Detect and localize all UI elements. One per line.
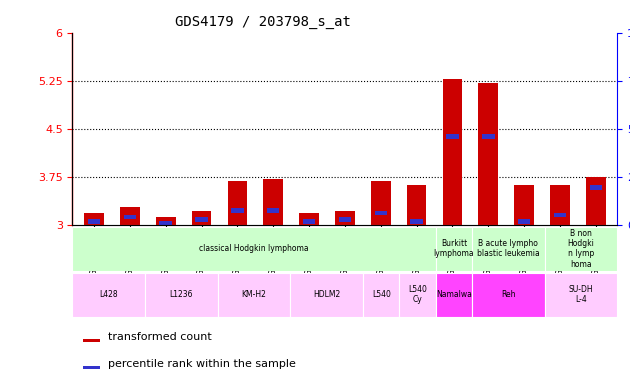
Text: B acute lympho
blastic leukemia: B acute lympho blastic leukemia bbox=[477, 239, 540, 258]
Bar bbox=[83, 366, 100, 369]
Text: transformed count: transformed count bbox=[108, 332, 212, 342]
Bar bbox=[335, 210, 355, 225]
Bar bbox=[472, 227, 545, 271]
Bar bbox=[263, 179, 283, 225]
Bar bbox=[231, 209, 244, 213]
Bar bbox=[120, 207, 140, 225]
Bar bbox=[290, 273, 363, 317]
Bar bbox=[545, 273, 617, 317]
Bar bbox=[478, 83, 498, 225]
Text: KM-H2: KM-H2 bbox=[242, 290, 266, 299]
Text: B non
Hodgki
n lymp
homa: B non Hodgki n lymp homa bbox=[568, 228, 595, 269]
Text: percentile rank within the sample: percentile rank within the sample bbox=[108, 359, 295, 369]
Bar bbox=[518, 219, 530, 224]
Bar bbox=[374, 211, 387, 215]
Bar bbox=[72, 273, 145, 317]
Text: Namalwa: Namalwa bbox=[436, 290, 472, 299]
Bar bbox=[371, 181, 391, 225]
Text: Reh: Reh bbox=[501, 290, 516, 299]
Bar bbox=[192, 210, 212, 225]
Bar bbox=[545, 227, 617, 271]
Bar bbox=[123, 215, 136, 219]
Bar bbox=[482, 134, 495, 139]
Bar bbox=[407, 185, 427, 225]
Bar bbox=[590, 185, 602, 190]
Bar bbox=[83, 339, 100, 342]
Title: GDS4179 / 203798_s_at: GDS4179 / 203798_s_at bbox=[175, 15, 351, 29]
Text: HDLM2: HDLM2 bbox=[313, 290, 340, 299]
Bar bbox=[218, 273, 290, 317]
Bar bbox=[339, 217, 351, 222]
Bar bbox=[446, 134, 459, 139]
Bar bbox=[72, 227, 436, 271]
Bar bbox=[410, 219, 423, 224]
Bar bbox=[227, 181, 247, 225]
Bar bbox=[156, 217, 176, 225]
Text: L540: L540 bbox=[372, 290, 391, 299]
Bar bbox=[84, 213, 104, 225]
Bar bbox=[267, 209, 280, 213]
Bar bbox=[472, 273, 545, 317]
Text: L540
Cy: L540 Cy bbox=[408, 285, 427, 305]
Bar bbox=[159, 221, 172, 226]
Bar bbox=[88, 219, 100, 224]
Bar bbox=[399, 273, 436, 317]
Bar bbox=[303, 219, 316, 224]
Bar bbox=[195, 217, 208, 222]
Bar bbox=[436, 273, 472, 317]
Bar bbox=[554, 213, 566, 217]
Bar bbox=[550, 185, 570, 225]
Text: classical Hodgkin lymphoma: classical Hodgkin lymphoma bbox=[199, 244, 309, 253]
Text: L428: L428 bbox=[100, 290, 118, 299]
Text: Burkitt
lymphoma: Burkitt lymphoma bbox=[433, 239, 474, 258]
Text: L1236: L1236 bbox=[169, 290, 193, 299]
Bar bbox=[443, 79, 462, 225]
Text: SU-DH
L-4: SU-DH L-4 bbox=[569, 285, 593, 305]
Bar bbox=[514, 185, 534, 225]
Bar bbox=[363, 273, 399, 317]
Bar bbox=[586, 177, 606, 225]
Bar bbox=[436, 227, 472, 271]
Bar bbox=[299, 213, 319, 225]
Bar bbox=[145, 273, 218, 317]
